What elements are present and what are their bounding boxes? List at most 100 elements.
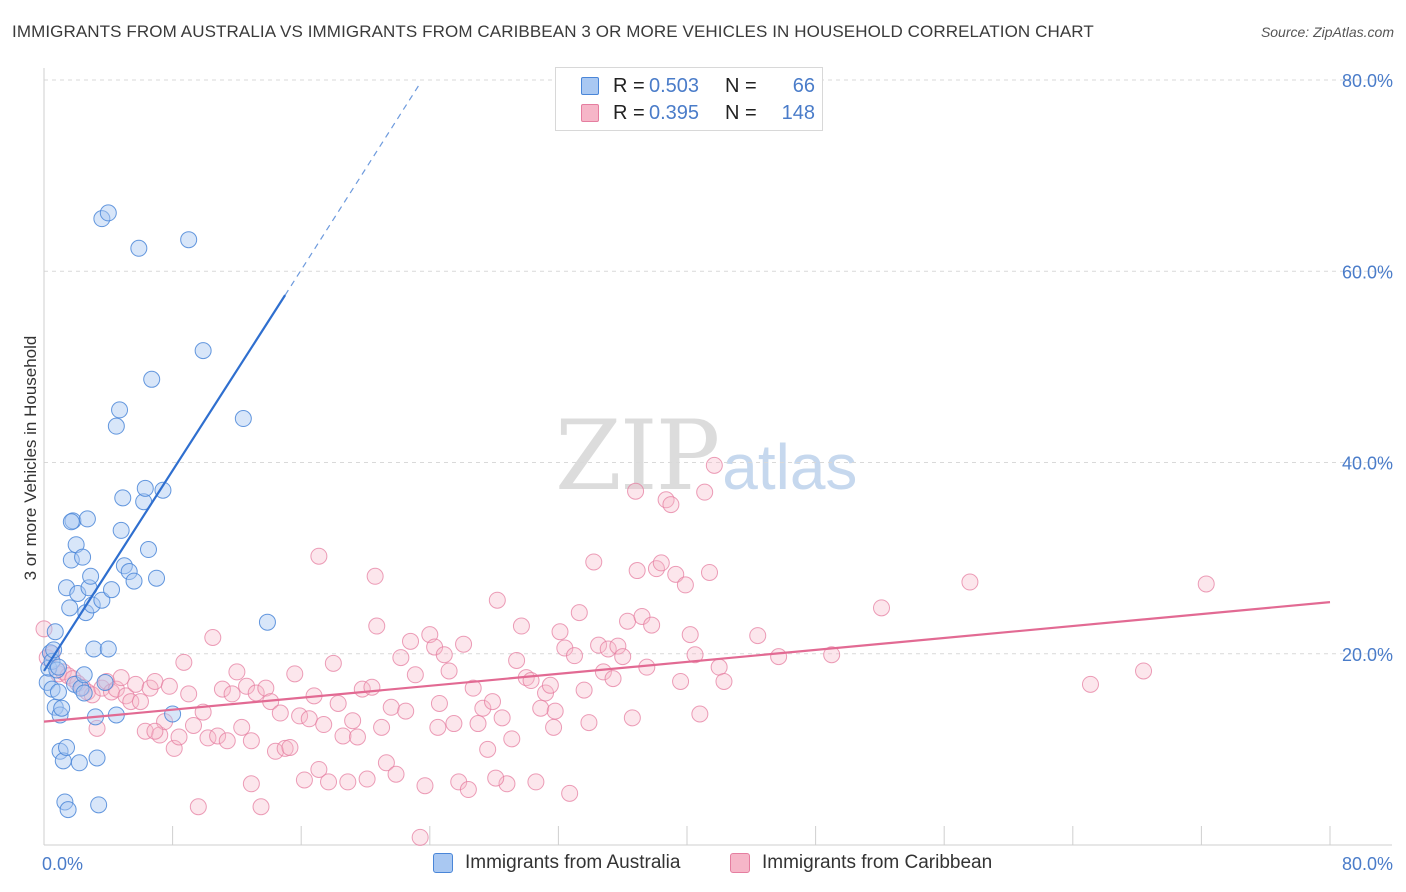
australia-point (48, 661, 66, 679)
caribbean-point (1197, 575, 1215, 593)
caribbean-point (652, 554, 670, 572)
legend-r-label: R = (613, 101, 645, 124)
caribbean-point (667, 565, 685, 583)
caribbean-point (35, 620, 53, 638)
caribbean-point (474, 699, 492, 717)
caribbean-point (238, 677, 256, 695)
australia-point (258, 613, 276, 631)
caribbean-point (498, 775, 516, 793)
caribbean-point (339, 773, 357, 791)
caribbean-point (382, 698, 400, 716)
caribbean-point (575, 681, 593, 699)
caribbean-point (223, 685, 241, 703)
caribbean-point (406, 666, 424, 684)
caribbean-point (344, 712, 362, 730)
caribbean-point (705, 456, 723, 474)
gridlines (44, 79, 1392, 655)
legend-r-label: R = (613, 74, 645, 97)
caribbean-point (233, 718, 251, 736)
australia-point (107, 417, 125, 435)
caribbean-point (676, 576, 694, 594)
legend-item-caribbean[interactable]: Immigrants from Caribbean (730, 852, 992, 874)
caribbean-point (710, 658, 728, 676)
caribbean-point (175, 653, 193, 671)
australia-trend-line (43, 294, 287, 672)
australia-point (154, 481, 172, 499)
caribbean-point (127, 675, 145, 693)
caribbean-point (266, 742, 284, 760)
caribbean-point (541, 676, 559, 694)
caribbean-point (493, 709, 511, 727)
australia-trend-extension (284, 85, 420, 296)
caribbean-point (276, 739, 294, 757)
australia-point (115, 557, 133, 575)
y-tick-label: 40.0% (1342, 454, 1393, 474)
caribbean-point (455, 635, 473, 653)
caribbean-point (310, 547, 328, 565)
x-tick-label: 0.0% (42, 854, 83, 874)
australia-point (139, 541, 157, 559)
australia-point (114, 489, 132, 507)
caribbean-point (397, 702, 415, 720)
watermark: ZIPatlas (555, 400, 857, 512)
caribbean-point (459, 781, 477, 799)
caribbean-point (770, 648, 788, 666)
correlation-legend: R = 0.503 N = 66 R = 0.395 N = 148 (555, 67, 823, 131)
caribbean-point (503, 730, 521, 748)
caribbean-point (117, 687, 135, 705)
caribbean-point (103, 683, 121, 701)
australia-point (194, 342, 212, 360)
y-tick-label: 80.0% (1342, 71, 1393, 91)
australia-point (74, 548, 92, 566)
caribbean-point (594, 663, 612, 681)
australia-point (62, 513, 80, 531)
caribbean-point (609, 637, 627, 655)
caribbean-point (551, 623, 569, 641)
legend-item-australia[interactable]: Immigrants from Australia (433, 852, 680, 874)
caribbean-point (295, 771, 313, 789)
australia-point (136, 479, 154, 497)
caribbean-point (402, 632, 420, 650)
legend-row-caribbean: R = 0.395 N = 148 (581, 101, 815, 125)
caribbean-point (696, 483, 714, 501)
caribbean-point (749, 627, 767, 645)
caribbean-swatch (730, 853, 750, 873)
australia-point (90, 796, 108, 814)
caribbean-point (204, 628, 222, 646)
caribbean-point (300, 710, 318, 728)
watermark-zip: ZIP (555, 400, 720, 512)
source-label: Source: ZipAtlas.com (1260, 24, 1394, 40)
caribbean-point (643, 616, 661, 634)
caribbean-point (619, 612, 637, 630)
australia-point (93, 210, 111, 228)
caribbean-point (392, 649, 410, 667)
caribbean-point (440, 662, 458, 680)
caribbean-point (628, 562, 646, 580)
australia-point (53, 699, 71, 717)
caribbean-point (271, 704, 289, 722)
australia-point (111, 401, 129, 419)
caribbean-point (435, 646, 453, 664)
australia-point (49, 683, 67, 701)
caribbean-point (873, 599, 891, 617)
caribbean-point (545, 718, 563, 736)
legend-n-value: 66 (792, 74, 815, 97)
australia-point (103, 581, 121, 599)
australia-point (180, 231, 198, 249)
australia-point (46, 623, 64, 641)
australia-swatch (433, 853, 453, 873)
caribbean-point (373, 718, 391, 736)
axes (43, 68, 1392, 846)
australia-point (75, 684, 93, 702)
series-legend: Immigrants from Australia Immigrants fro… (0, 852, 1406, 878)
caribbean-point (657, 491, 675, 509)
australia-point (148, 569, 166, 587)
legend-r-value: 0.503 (649, 74, 700, 97)
caribbean-point (411, 828, 429, 846)
caribbean-point (184, 716, 202, 734)
caribbean-point (366, 567, 384, 585)
australia-point (125, 572, 143, 590)
caribbean-point (329, 694, 347, 712)
australia-point (112, 521, 130, 539)
trend-lines (43, 85, 1331, 723)
